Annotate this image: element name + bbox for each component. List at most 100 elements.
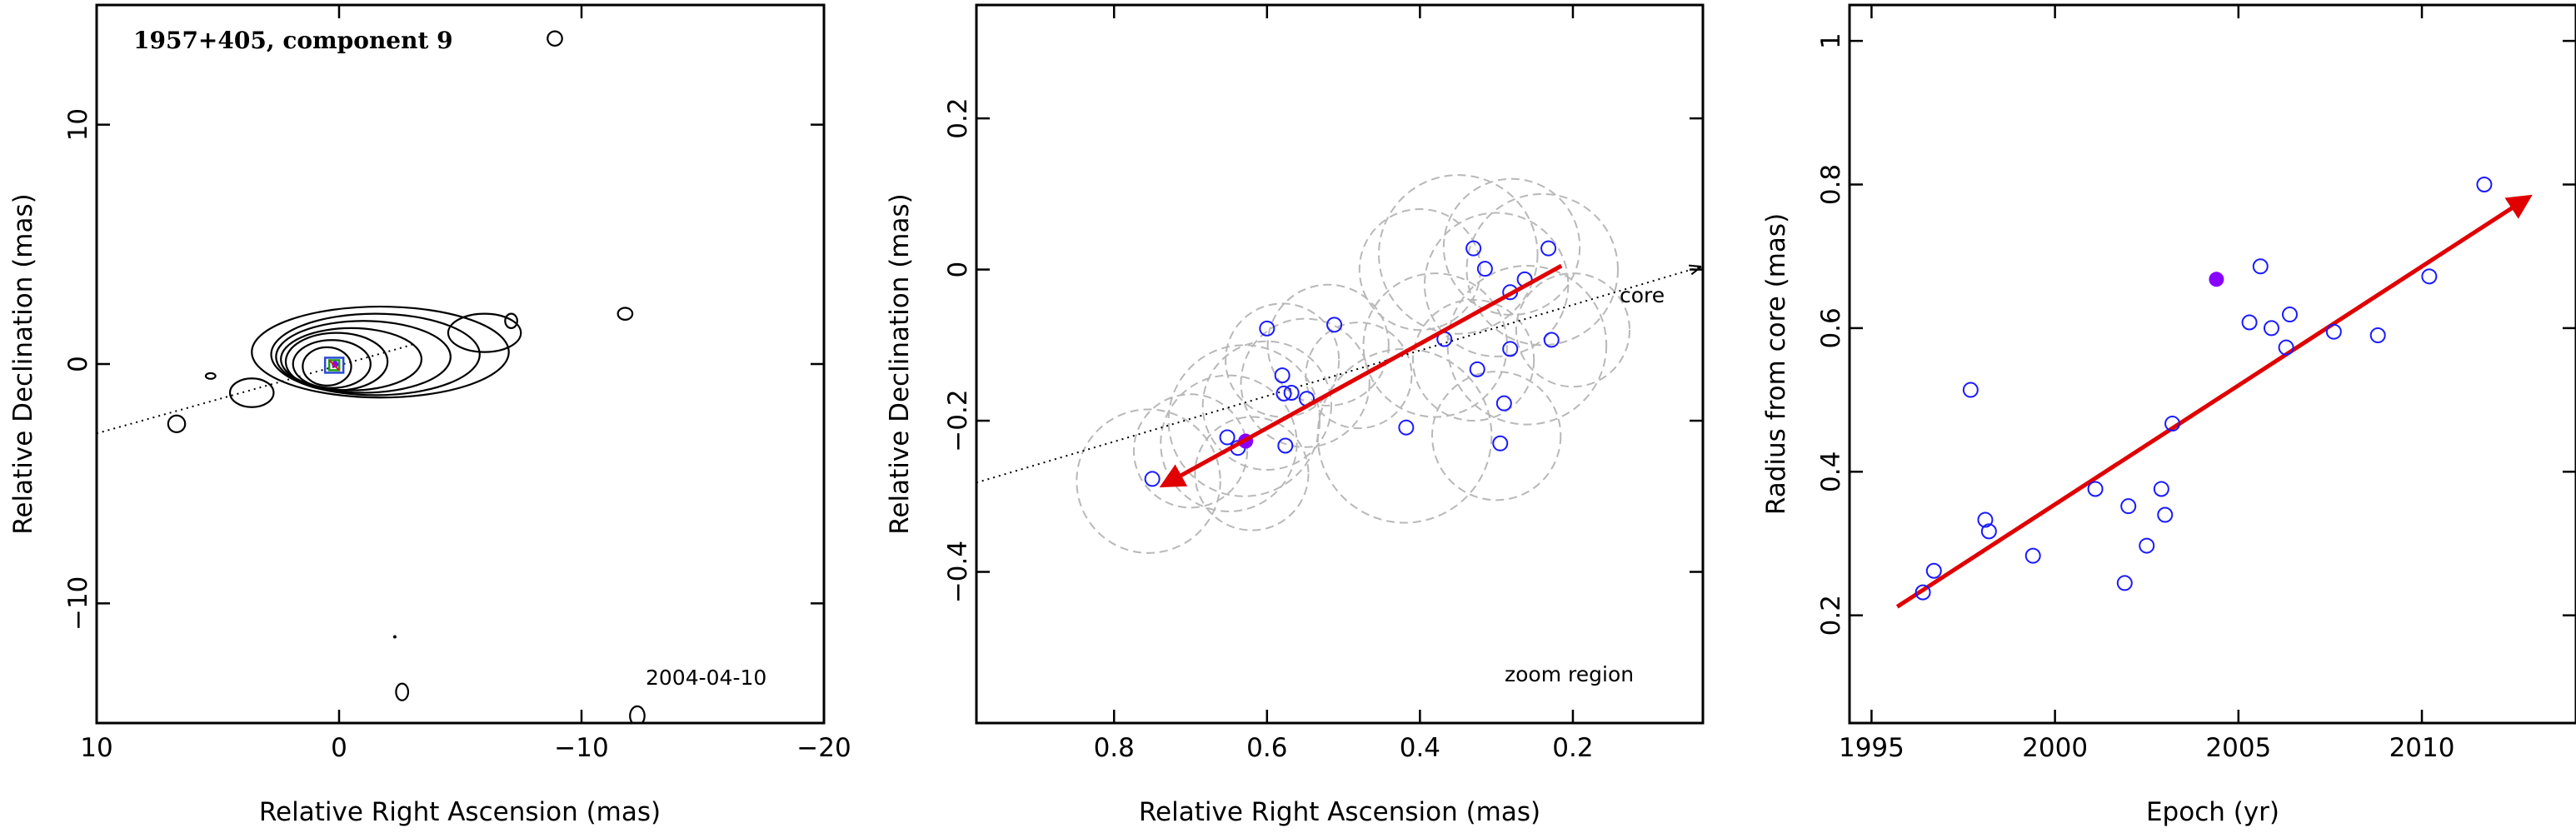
panel2-frame — [975, 3, 1705, 725]
x-tick-label: 10 — [80, 733, 112, 763]
panel2-core-label: core — [1620, 283, 1665, 307]
y-tick-label: 0 — [943, 262, 973, 278]
x-tick-label: 1995 — [1839, 733, 1905, 763]
contour-line — [251, 305, 510, 399]
panel-radius-epoch: 1995 2000 2005 2010 0.2 0.4 0.6 0.8 1 Epoch (yr)… — [1761, 3, 2576, 827]
component-position-point — [1476, 261, 1493, 277]
component-fwhm-circle — [1266, 283, 1390, 407]
x-tick-label: 2005 — [2205, 733, 2271, 763]
component-position-point — [1283, 384, 1300, 401]
radius-point — [2369, 327, 2386, 344]
component-fwhm-circle — [1378, 174, 1539, 335]
panel1-y-axis-label: Relative Declination (mas) — [8, 193, 38, 535]
component-fwhm-circle — [1358, 207, 1481, 332]
component-fwhm-circle — [1446, 265, 1608, 426]
panel2-y-axis-label: Relative Declination (mas) — [885, 193, 915, 535]
contour-line — [302, 346, 352, 387]
contour-speck — [392, 635, 397, 639]
component-fwhm-circle — [1076, 408, 1221, 554]
component-position-point — [1465, 240, 1482, 257]
component-fwhm-circle — [1194, 416, 1310, 531]
component-position-point — [1276, 385, 1292, 402]
panel-zoom-region: 0.8 0.6 0.4 0.2 −0.4 −0.2 0 0.2 core zoom regio… — [885, 3, 1705, 827]
component-inner-marker — [327, 359, 341, 372]
radius-point — [1915, 584, 1931, 601]
panel3-data — [1895, 177, 2533, 609]
contour-line — [280, 327, 423, 392]
panel2-ticks: 0.8 0.6 0.4 0.2 −0.4 −0.2 0 0.2 — [943, 5, 1703, 763]
x-tick-label: 0 — [331, 733, 347, 763]
contour-blob — [228, 377, 275, 408]
motion-arrow — [1159, 263, 1563, 488]
contour-blob — [629, 705, 646, 723]
x-tick-label: 0.2 — [1552, 733, 1593, 763]
panel2-data — [976, 174, 1699, 554]
radius-point — [2024, 547, 2041, 564]
radius-point — [2278, 339, 2294, 356]
component-fwhm-circle — [1132, 393, 1249, 509]
radius-point — [2421, 268, 2438, 285]
radius-point — [2116, 575, 2133, 591]
component-position-marker — [332, 361, 339, 368]
component-position-point — [1502, 341, 1519, 357]
component-fwhm-circle — [1465, 192, 1619, 347]
radius-point — [1925, 562, 1942, 579]
radius-point — [1980, 523, 1997, 540]
component-fwhm-circle — [1431, 371, 1562, 501]
radius-point — [2120, 498, 2137, 515]
y-tick-label: 0.4 — [1816, 451, 1846, 492]
x-tick-label: 2000 — [2022, 733, 2088, 763]
component-fwhm-circle — [1442, 177, 1581, 317]
y-tick-label: −10 — [63, 576, 93, 631]
panel1-epoch-label: 2004-04-10 — [646, 666, 766, 690]
x-tick-label: 2010 — [2389, 733, 2455, 763]
component-box-marker — [323, 357, 345, 374]
panel1-data — [97, 30, 646, 723]
contour-blob — [547, 30, 563, 47]
contour-line — [292, 339, 372, 389]
component-position-point — [1492, 435, 1509, 451]
panel3-ticks: 1995 2000 2005 2010 0.2 0.4 0.6 0.8 1 — [1816, 5, 2576, 763]
radius-point — [1962, 382, 1979, 398]
x-tick-label: 0.4 — [1400, 733, 1440, 763]
contour-line — [275, 320, 452, 394]
y-tick-label: 1 — [1816, 32, 1846, 49]
radius-point — [2157, 506, 2174, 523]
component-fwhm-circle — [1305, 322, 1413, 430]
component-fwhm-circle — [1167, 344, 1321, 497]
radius-point — [2139, 537, 2155, 554]
x-tick-label: 0.8 — [1094, 733, 1135, 763]
highlighted-epoch-point — [2209, 272, 2224, 287]
component-fwhm-circle — [1412, 298, 1535, 422]
x-tick-label: −20 — [796, 733, 851, 763]
y-tick-label: 0.2 — [943, 97, 973, 138]
component-position-point — [1274, 367, 1290, 384]
radius-point — [2241, 314, 2258, 331]
panel3-frame — [1848, 3, 2576, 725]
contour-blob — [395, 682, 410, 701]
component-fwhm-circle — [1240, 317, 1370, 448]
component-position-point — [1540, 240, 1557, 257]
component-position-point — [1144, 471, 1161, 487]
component-position-point — [1219, 429, 1236, 446]
radius-point — [2087, 481, 2104, 497]
component-position-point — [1543, 332, 1560, 348]
x-tick-label: −10 — [554, 733, 608, 763]
radius-point — [2252, 258, 2269, 275]
component-position-point — [1398, 419, 1415, 436]
radius-point — [2476, 177, 2493, 192]
jet-direction-line — [97, 344, 412, 435]
component-position-point — [1495, 395, 1512, 412]
component-fwhm-circle — [1160, 374, 1298, 512]
y-tick-label: 10 — [63, 108, 93, 141]
panel3-y-axis-label: Radius from core (mas) — [1761, 213, 1791, 515]
radius-point — [2325, 323, 2342, 340]
linear-fit-arrow — [1895, 194, 2533, 609]
radius-point — [1977, 511, 1994, 528]
panel2-x-axis-label: Relative Right Ascension (mas) — [1139, 797, 1540, 827]
contour-blob — [504, 312, 518, 330]
contour-line — [270, 312, 481, 397]
panel1-title: 1957+405, component 9 — [133, 27, 453, 54]
component-position-point — [1259, 320, 1276, 337]
y-tick-label: 0.2 — [1816, 595, 1846, 636]
